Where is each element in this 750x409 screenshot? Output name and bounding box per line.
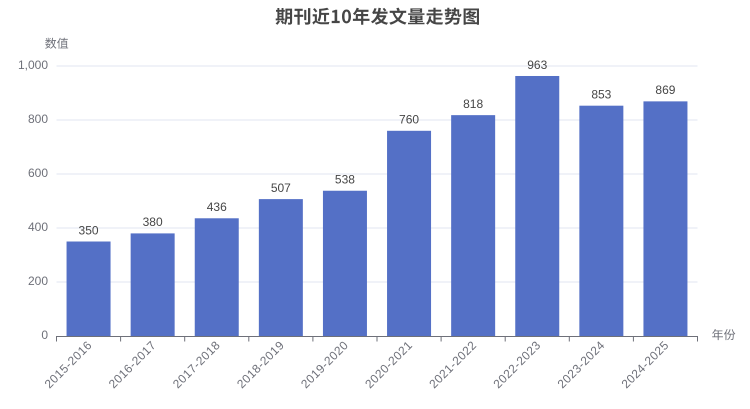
svg-text:600: 600 bbox=[28, 166, 48, 180]
svg-text:1,000: 1,000 bbox=[18, 58, 48, 72]
svg-text:538: 538 bbox=[335, 173, 355, 187]
svg-text:0: 0 bbox=[41, 328, 48, 342]
svg-text:507: 507 bbox=[271, 181, 291, 195]
svg-text:963: 963 bbox=[527, 58, 547, 72]
svg-text:400: 400 bbox=[28, 220, 48, 234]
svg-text:818: 818 bbox=[463, 97, 483, 111]
svg-text:436: 436 bbox=[207, 200, 227, 214]
svg-text:869: 869 bbox=[655, 83, 675, 97]
svg-text:800: 800 bbox=[28, 112, 48, 126]
svg-text:853: 853 bbox=[591, 87, 611, 101]
svg-text:200: 200 bbox=[28, 274, 48, 288]
svg-text:760: 760 bbox=[399, 113, 419, 127]
svg-text:350: 350 bbox=[79, 223, 99, 237]
svg-text:380: 380 bbox=[143, 215, 163, 229]
